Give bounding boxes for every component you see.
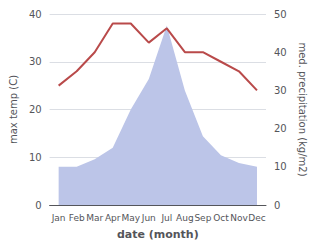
svg-text:20: 20 xyxy=(29,104,42,115)
svg-text:Sep: Sep xyxy=(194,213,211,223)
svg-text:0: 0 xyxy=(35,200,41,211)
svg-text:date (month): date (month) xyxy=(117,228,199,241)
svg-text:20: 20 xyxy=(274,123,287,134)
svg-text:Dec: Dec xyxy=(248,213,265,223)
svg-text:40: 40 xyxy=(29,9,42,20)
svg-text:med. precipitation (kg/m2): med. precipitation (kg/m2) xyxy=(297,42,308,176)
svg-text:Oct: Oct xyxy=(213,213,229,223)
svg-text:Feb: Feb xyxy=(69,213,85,223)
svg-text:Mar: Mar xyxy=(86,213,103,223)
svg-text:0: 0 xyxy=(274,200,280,211)
svg-text:Jun: Jun xyxy=(141,213,156,223)
svg-text:10: 10 xyxy=(29,152,42,163)
svg-text:40: 40 xyxy=(274,47,287,58)
svg-text:Apr: Apr xyxy=(105,213,121,223)
svg-text:Aug: Aug xyxy=(176,213,194,223)
svg-text:Jul: Jul xyxy=(160,213,172,223)
svg-text:50: 50 xyxy=(274,9,287,20)
svg-text:May: May xyxy=(121,213,140,223)
svg-text:Jan: Jan xyxy=(51,213,66,223)
svg-text:max temp (C): max temp (C) xyxy=(8,75,19,144)
svg-text:30: 30 xyxy=(29,56,42,67)
svg-text:Nov: Nov xyxy=(230,213,248,223)
svg-text:30: 30 xyxy=(274,85,287,96)
svg-text:10: 10 xyxy=(274,161,287,172)
